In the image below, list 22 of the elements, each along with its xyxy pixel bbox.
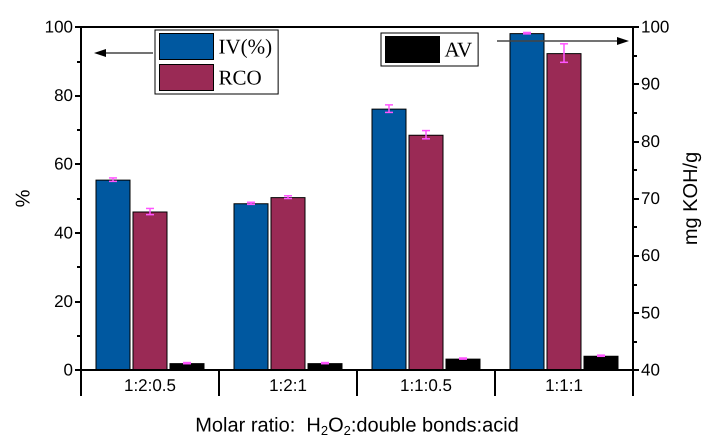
y-tick-label: 40 [54,223,73,242]
legend-label: RCO [218,66,262,90]
y2-tick-label: 70 [641,189,660,208]
y2-tick-label: 40 [641,360,660,380]
y2-tick-label: 100 [641,18,670,36]
y-tick-label: 0 [64,360,73,380]
y2-tick-label: 50 [641,303,660,322]
legend-label: AV [444,38,472,62]
y-tick-label: 60 [54,154,73,174]
y-tick-label: 20 [54,292,73,311]
y2-tick-label: 60 [641,246,660,266]
y2-tick-label: 90 [641,74,660,94]
y-axis-title: % [12,189,35,208]
x-tick-label: 1:2:0.5 [124,376,176,395]
legend-label: IV(%) [218,34,272,58]
x-tick-label: 1:2:1 [269,376,307,395]
y-tick-label: 100 [44,18,73,36]
x-tick-label: 1:1:1 [545,376,583,395]
x-tick-label: 1:1:0.5 [400,376,452,395]
y2-tick-label: 80 [641,132,660,151]
y2-axis-title: mg KOH/g [680,152,702,246]
y-tick-label: 80 [54,86,73,106]
